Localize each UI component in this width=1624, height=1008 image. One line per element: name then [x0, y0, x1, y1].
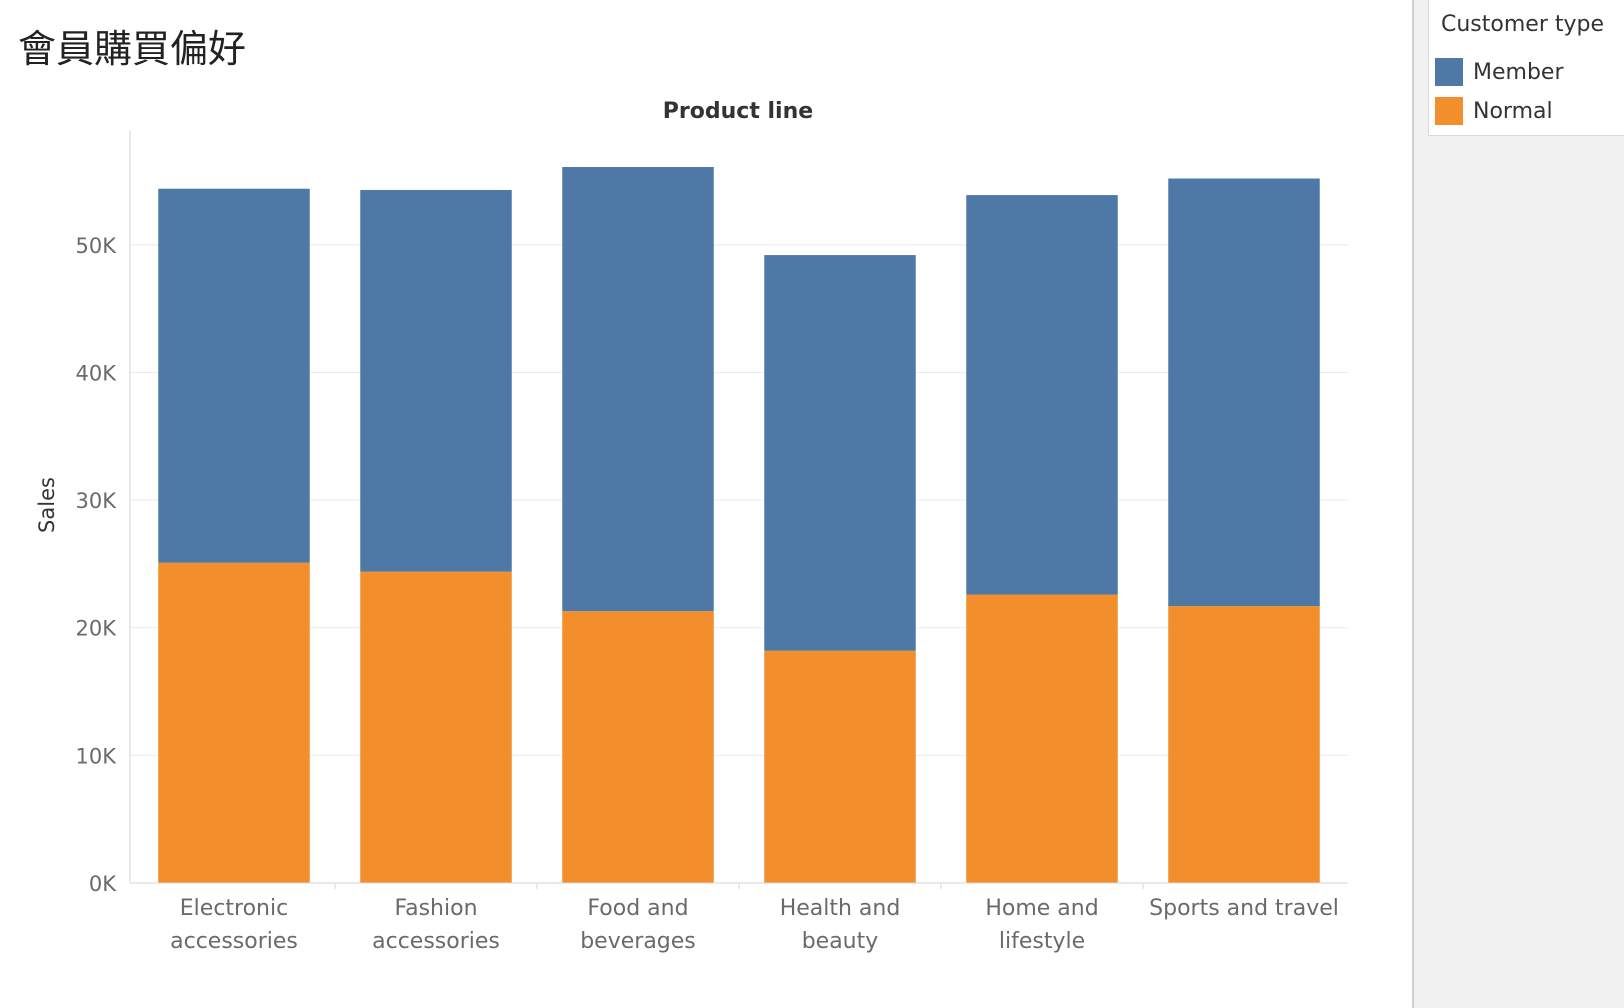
- x-category-label: Food and: [587, 896, 688, 921]
- y-tick-label: 50K: [76, 234, 118, 258]
- stacked-bar-chart: 0K 10K 20K 30K 40K 50K Electronic accessories Fa…: [35, 99, 1348, 954]
- x-category-label: Electronic: [180, 896, 288, 921]
- sheet-title: 會員購買偏好: [18, 27, 247, 71]
- y-tick-label: 0K: [89, 872, 117, 896]
- axes: 0K 10K 20K 30K 40K 50K Electronic accessories Fa…: [76, 130, 1348, 954]
- y-axis-title: Sales: [35, 477, 59, 533]
- y-tick-label: 10K: [76, 744, 118, 768]
- bar-member-5[interactable]: [1168, 178, 1320, 607]
- legend-swatch-normal: [1435, 97, 1463, 125]
- gridlines: [130, 244, 1348, 756]
- bar-member-4[interactable]: [966, 195, 1118, 595]
- legend[interactable]: Customer type Member Normal: [1428, 0, 1624, 136]
- bars: [158, 167, 1320, 883]
- y-tick-label: 40K: [76, 361, 118, 385]
- bar-normal-4[interactable]: [966, 594, 1118, 883]
- x-category-label: beverages: [580, 929, 696, 954]
- column-header-product-line: Product line: [663, 99, 813, 124]
- x-category-label: Sports and travel: [1149, 896, 1339, 921]
- bar-member-1[interactable]: [360, 189, 512, 572]
- legend-label-member: Member: [1473, 59, 1564, 85]
- bar-normal-3[interactable]: [764, 650, 916, 883]
- y-tick-label: 30K: [76, 489, 118, 513]
- x-category-label: lifestyle: [999, 929, 1085, 954]
- x-category-label: Fashion: [394, 896, 477, 921]
- legend-item-normal[interactable]: Normal: [1435, 97, 1553, 125]
- bar-member-3[interactable]: [764, 255, 916, 651]
- legend-label-normal: Normal: [1473, 98, 1553, 124]
- legend-swatch-member: [1435, 58, 1463, 86]
- y-tick-label: 20K: [76, 617, 118, 641]
- right-panel: Customer type Member Normal: [1412, 0, 1624, 1008]
- legend-item-member[interactable]: Member: [1435, 58, 1564, 86]
- legend-title: Customer type: [1441, 12, 1605, 37]
- bar-member-2[interactable]: [562, 167, 714, 612]
- x-category-label: beauty: [802, 929, 879, 954]
- bar-member-0[interactable]: [158, 188, 310, 563]
- bar-normal-0[interactable]: [158, 562, 310, 883]
- bar-normal-1[interactable]: [360, 571, 512, 883]
- x-category-label: Health and: [780, 896, 901, 921]
- x-category-label: accessories: [170, 929, 298, 954]
- bar-normal-2[interactable]: [562, 611, 714, 883]
- x-category-label: Home and: [985, 896, 1098, 921]
- x-category-label: accessories: [372, 929, 500, 954]
- bar-normal-5[interactable]: [1168, 606, 1320, 883]
- chart-area: 0K 10K 20K 30K 40K 50K Electronic accessories Fa…: [35, 99, 1348, 954]
